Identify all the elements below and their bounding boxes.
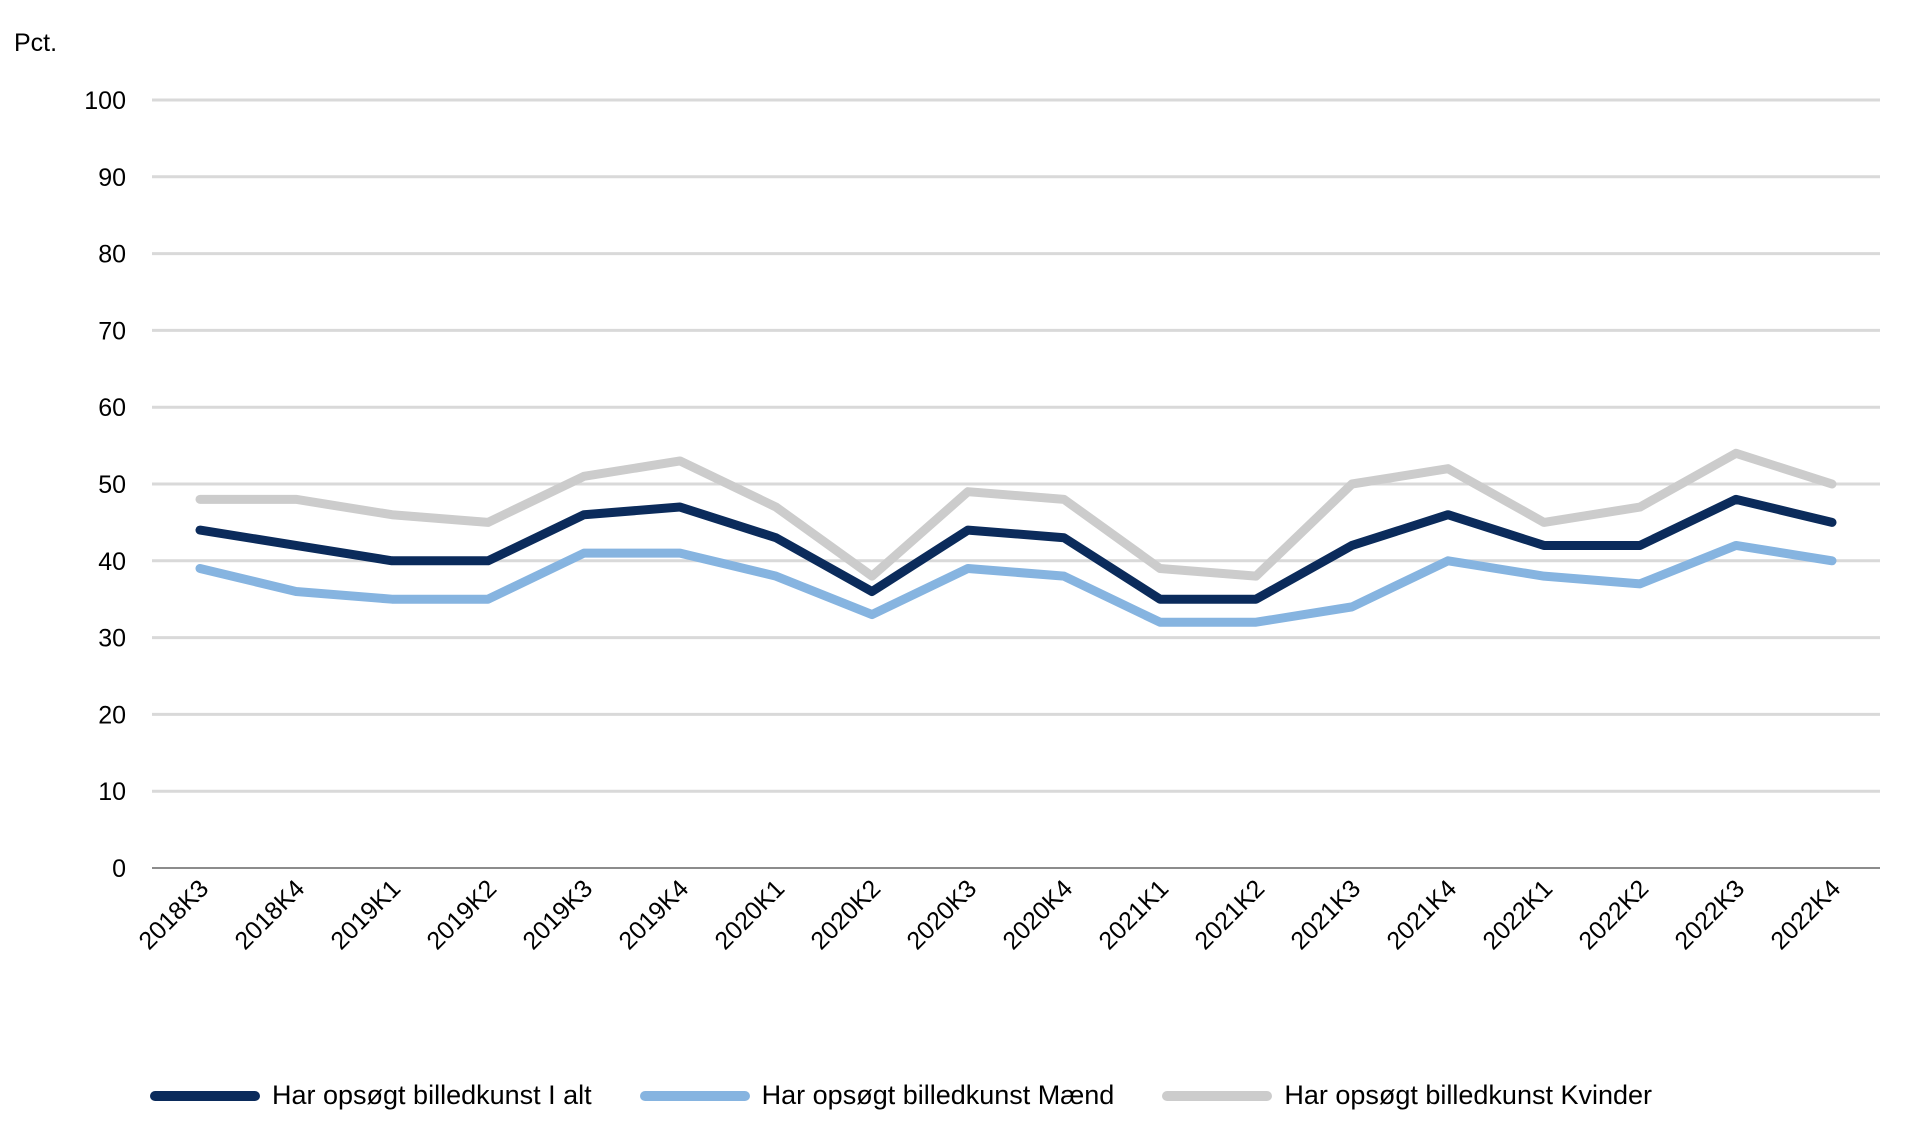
series-line-1 <box>195 540 1837 627</box>
x-tick-label: 2021K1 <box>1093 874 1174 955</box>
x-tick-label: 2022K2 <box>1573 874 1654 955</box>
y-tick-label: 100 <box>84 87 126 115</box>
legend-item: Har opsøgt billedkunst Kvinder <box>1162 1080 1652 1111</box>
y-tick-label: 50 <box>98 471 126 499</box>
x-tick-label: 2022K3 <box>1669 874 1750 955</box>
x-tick-label: 2020K2 <box>805 874 886 955</box>
x-tick-label: 2021K4 <box>1381 874 1462 955</box>
x-tick-label: 2019K2 <box>421 874 502 955</box>
y-tick-label: 90 <box>98 164 126 192</box>
series-line-2 <box>195 448 1837 581</box>
y-tick-label: 0 <box>112 855 126 883</box>
x-tick-label: 2022K1 <box>1477 874 1558 955</box>
gridlines <box>152 98 1880 869</box>
x-tick-label: 2020K4 <box>997 874 1078 955</box>
series-line-0 <box>195 494 1837 604</box>
y-tick-label: 20 <box>98 701 126 729</box>
x-tick-label: 2019K1 <box>325 874 406 955</box>
legend-swatch <box>1162 1090 1273 1101</box>
legend-label: Har opsøgt billedkunst Mænd <box>761 1080 1115 1110</box>
x-tick-label: 2018K3 <box>133 874 214 955</box>
series-lines <box>195 448 1837 627</box>
y-tick-label: 10 <box>98 778 126 806</box>
legend-label: Har opsøgt billedkunst Kvinder <box>1284 1080 1653 1110</box>
x-tick-label: 2020K3 <box>901 874 982 955</box>
x-tick-label: 2019K3 <box>517 874 598 955</box>
x-tick-label: 2021K3 <box>1285 874 1366 955</box>
y-tick-label: 40 <box>98 548 126 576</box>
legend: Har opsøgt billedkunst I alt Har opsøgt b… <box>150 1080 1700 1111</box>
y-tick-label: 70 <box>98 317 126 345</box>
x-tick-label: 2018K4 <box>229 874 310 955</box>
legend-item: Har opsøgt billedkunst Mænd <box>639 1080 1115 1111</box>
x-tick-label: 2019K4 <box>613 874 694 955</box>
legend-label: Har opsøgt billedkunst I alt <box>272 1080 592 1110</box>
y-tick-label: 30 <box>98 625 126 653</box>
x-tick-label: 2020K1 <box>709 874 790 955</box>
y-tick-label: 60 <box>98 394 126 422</box>
legend-swatch <box>150 1090 260 1101</box>
x-tick-label: 2021K2 <box>1189 874 1270 955</box>
legend-swatch <box>639 1090 750 1101</box>
x-tick-label: 2022K4 <box>1765 874 1846 955</box>
y-unit-label: Pct. <box>14 29 57 57</box>
legend-item: Har opsøgt billedkunst I alt <box>150 1080 592 1111</box>
y-tick-label: 80 <box>98 241 126 269</box>
y-tick-labels: 0 10 20 30 40 50 60 70 80 90 100 <box>84 87 126 883</box>
x-tick-labels: 2018K3 2018K4 2019K1 2019K2 2019K3 2019K4 2020… <box>133 874 1846 955</box>
